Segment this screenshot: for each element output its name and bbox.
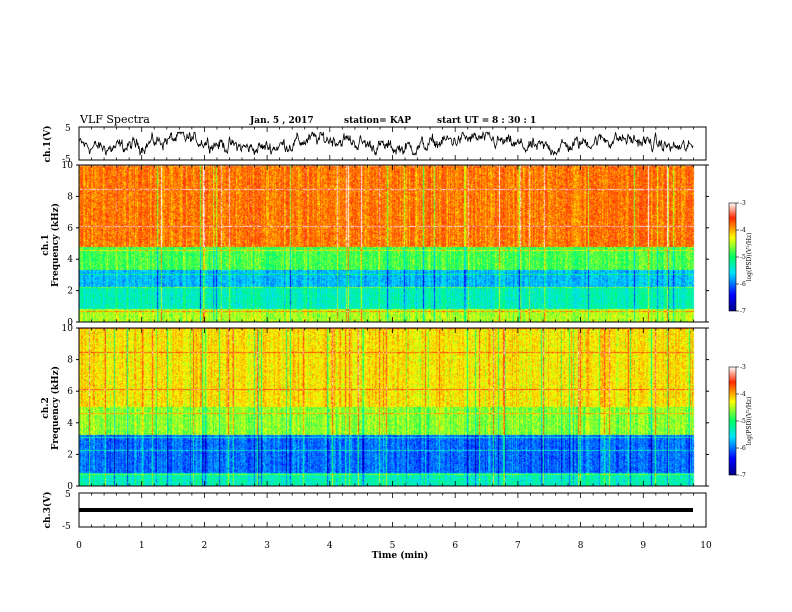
ch1-spec-ytick-label: 10 — [62, 161, 74, 171]
ch2-colorbar-tick-label: -4 — [740, 391, 746, 398]
ch1-colorbar-gradient — [728, 202, 737, 312]
ch2-spec-ytick-label: 8 — [67, 356, 73, 366]
ch1-spectrogram-panel: ch.1 Frequency (kHz) — [41, 164, 707, 323]
figure-title: VLF Spectra — [79, 113, 150, 126]
ch2-spectrogram-image — [79, 328, 706, 486]
ch1-colorbar-label: log(PSD)(V²/Hz) — [746, 233, 753, 282]
x-axis-label: Time (min) — [372, 550, 429, 561]
ch2-colorbar: log(PSD)(V²/Hz) — [728, 366, 753, 476]
ch3-waveform-panel: 5 -5 ch.3(V) — [42, 490, 707, 532]
ch1-ytick-bottom: -5 — [62, 155, 71, 165]
ch1-spec-ylabel-channel: ch.1 — [41, 234, 51, 255]
ch2-colorbar-label: log(PSD)(V²/Hz) — [746, 397, 753, 446]
ch2-colorbar-tick-label: -5 — [740, 418, 746, 425]
x-tick-label: 6 — [452, 541, 458, 551]
start-ut-label: start UT = — [437, 116, 489, 126]
ch2-colorbar-tick-label: -6 — [740, 445, 746, 452]
x-tick-label: 9 — [640, 541, 646, 551]
start-ut-value: 8 : 30 : 1 — [492, 116, 536, 126]
ch1-colorbar-tick-label: -6 — [740, 281, 746, 288]
ch3-waveform-trace — [79, 508, 693, 512]
ch3-ylabel: ch.3(V) — [42, 492, 53, 529]
ch3-ytick-bottom: -5 — [62, 522, 71, 532]
ch2-spec-ytick-label: 10 — [62, 324, 74, 334]
ch1-waveform-panel: 5 -5 ch.1(V) — [42, 124, 707, 165]
ch1-spec-ylabel-frequency: Frequency (kHz) — [50, 203, 61, 287]
station-label: station= KAP — [344, 116, 411, 126]
ch1-colorbar-tick-label: -5 — [740, 254, 746, 261]
ch1-spec-ytick-label: 6 — [67, 224, 73, 234]
ch2-spectrogram-panel: ch.2 Frequency (kHz) — [41, 327, 707, 487]
ch1-spectrogram-image — [79, 165, 706, 322]
ch1-waveform-trace — [78, 130, 694, 157]
ch1-spec-ytick-label: 4 — [67, 255, 73, 265]
ch1-colorbar-tick-label: -3 — [740, 200, 746, 207]
x-tick-label: 5 — [390, 541, 396, 551]
ch1-spec-ytick-label: 2 — [67, 287, 73, 297]
ch2-spec-ytick-label: 2 — [67, 450, 73, 460]
ch2-colorbar-tick-label: -7 — [740, 472, 746, 479]
ch2-spec-ytick-label: 0 — [67, 482, 73, 492]
ch2-spec-ylabel-frequency: Frequency (kHz) — [50, 366, 61, 450]
x-tick-label: 0 — [76, 541, 82, 551]
ch1-spec-ytick-label: 0 — [67, 318, 73, 328]
ch2-spec-ylabel-channel: ch.2 — [41, 397, 51, 418]
x-tick-label: 10 — [700, 541, 712, 551]
x-tick-label: 8 — [578, 541, 584, 551]
ch1-spec-ytick-label: 8 — [67, 192, 73, 202]
ch1-colorbar: log(PSD)(V²/Hz) — [728, 202, 753, 312]
ch1-ytick-top: 5 — [65, 124, 71, 134]
ch2-spec-ytick-label: 4 — [67, 419, 73, 429]
x-tick-label: 7 — [515, 541, 521, 551]
ch2-spec-ytick-label: 6 — [67, 387, 73, 397]
ch2-colorbar-gradient — [728, 366, 737, 476]
ch1-ylabel: ch.1(V) — [42, 126, 53, 163]
ch2-colorbar-tick-label: -3 — [740, 364, 746, 371]
ch1-colorbar-tick-label: -4 — [740, 227, 746, 234]
x-tick-label: 1 — [139, 541, 145, 551]
ch1-colorbar-tick-label: -7 — [740, 308, 746, 315]
date-label: Jan. 5 , 2017 — [249, 116, 314, 126]
x-tick-label: 2 — [202, 541, 208, 551]
x-tick-label: 3 — [264, 541, 270, 551]
x-tick-label: 4 — [327, 541, 333, 551]
ch3-ytick-top: 5 — [65, 490, 71, 500]
